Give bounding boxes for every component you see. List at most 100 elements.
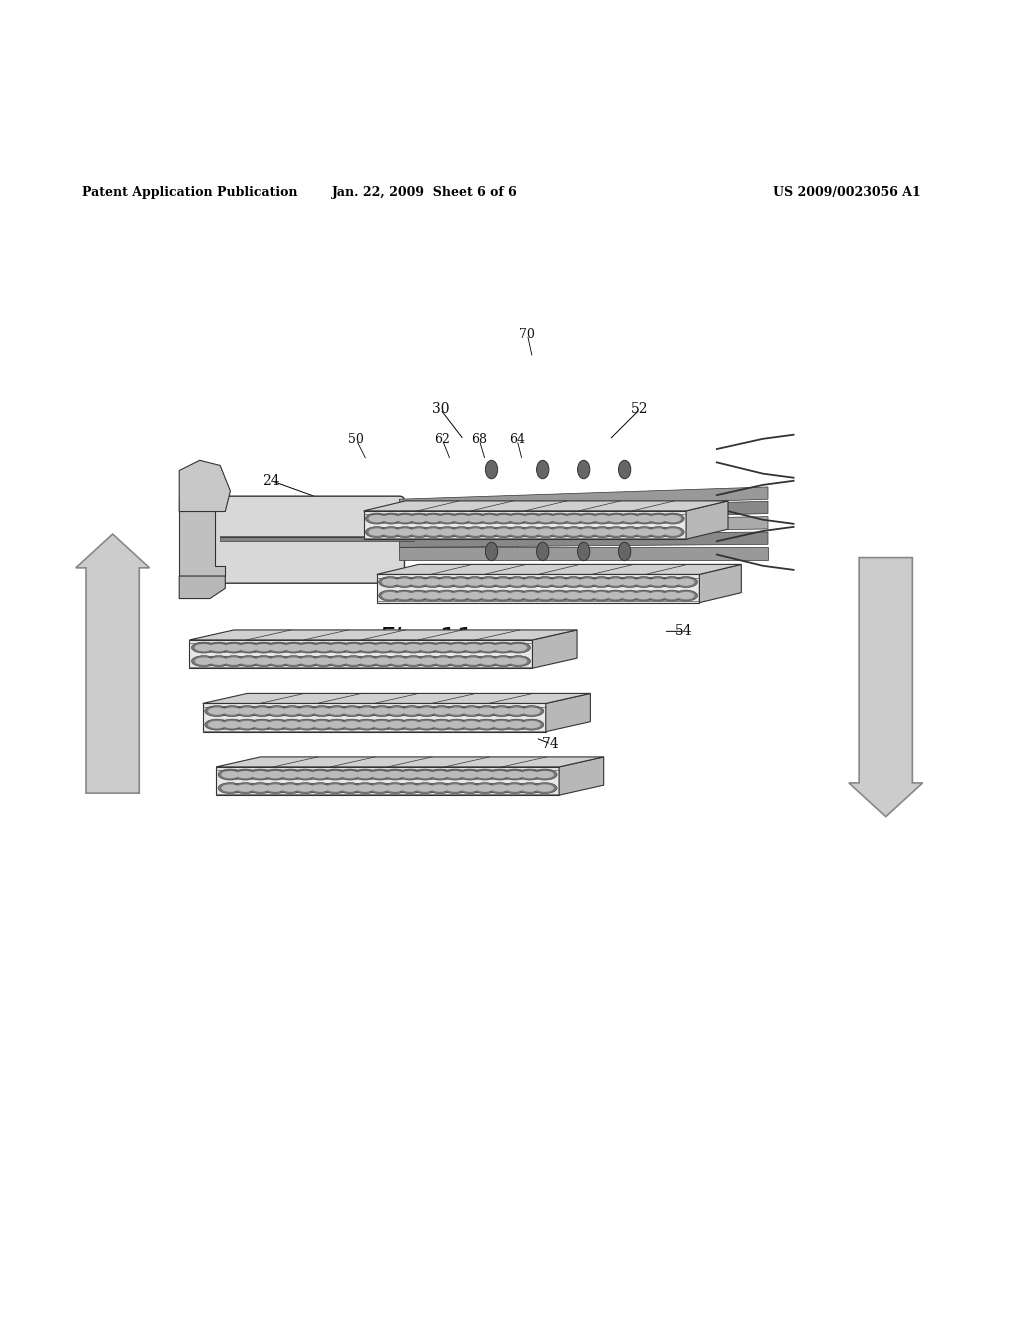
Ellipse shape (590, 590, 613, 601)
Ellipse shape (534, 577, 557, 587)
Ellipse shape (503, 783, 527, 793)
Ellipse shape (496, 528, 512, 536)
Ellipse shape (280, 719, 304, 730)
Ellipse shape (191, 656, 216, 667)
Text: Jan. 22, 2009  Sheet 6 of 6: Jan. 22, 2009 Sheet 6 of 6 (332, 186, 518, 199)
Ellipse shape (579, 591, 596, 599)
Ellipse shape (565, 515, 583, 523)
Ellipse shape (384, 719, 410, 730)
Ellipse shape (649, 591, 667, 599)
Ellipse shape (646, 590, 670, 601)
Ellipse shape (233, 783, 258, 793)
Ellipse shape (396, 578, 413, 586)
Polygon shape (364, 511, 686, 539)
Ellipse shape (311, 771, 330, 779)
Ellipse shape (506, 784, 524, 792)
Ellipse shape (509, 657, 527, 665)
Ellipse shape (330, 657, 347, 665)
Ellipse shape (551, 515, 568, 523)
Ellipse shape (450, 644, 467, 651)
Ellipse shape (458, 783, 482, 793)
Text: 54: 54 (675, 624, 693, 639)
Ellipse shape (418, 708, 436, 715)
Ellipse shape (487, 770, 512, 780)
Ellipse shape (453, 515, 470, 523)
Ellipse shape (326, 656, 351, 667)
Ellipse shape (296, 656, 321, 667)
Ellipse shape (622, 515, 639, 523)
Ellipse shape (410, 578, 427, 586)
Ellipse shape (402, 708, 421, 715)
Polygon shape (686, 500, 728, 539)
Ellipse shape (251, 642, 276, 653)
Text: 68: 68 (471, 433, 487, 446)
Ellipse shape (295, 706, 319, 717)
Ellipse shape (477, 721, 496, 729)
Ellipse shape (393, 577, 416, 587)
Ellipse shape (506, 527, 529, 537)
Ellipse shape (386, 642, 411, 653)
Ellipse shape (218, 783, 243, 793)
Ellipse shape (496, 515, 512, 523)
Ellipse shape (593, 591, 610, 599)
Ellipse shape (264, 719, 290, 730)
Ellipse shape (618, 513, 642, 524)
Polygon shape (203, 704, 546, 731)
Text: Patent Application Publication: Patent Application Publication (82, 186, 297, 199)
Ellipse shape (383, 515, 399, 523)
Ellipse shape (422, 527, 445, 537)
Ellipse shape (295, 719, 319, 730)
Ellipse shape (467, 528, 484, 536)
Ellipse shape (263, 770, 288, 780)
Ellipse shape (411, 515, 428, 523)
Ellipse shape (509, 528, 526, 536)
Ellipse shape (399, 719, 424, 730)
Ellipse shape (464, 657, 482, 665)
Ellipse shape (445, 642, 471, 653)
Ellipse shape (578, 543, 590, 561)
Ellipse shape (489, 719, 514, 730)
Ellipse shape (282, 771, 299, 779)
Ellipse shape (474, 706, 499, 717)
Ellipse shape (325, 706, 349, 717)
Polygon shape (699, 565, 741, 603)
Ellipse shape (253, 721, 271, 729)
Ellipse shape (375, 657, 392, 665)
Ellipse shape (517, 783, 542, 793)
Ellipse shape (248, 770, 272, 780)
Ellipse shape (237, 771, 255, 779)
Ellipse shape (635, 591, 652, 599)
Ellipse shape (299, 644, 317, 651)
Ellipse shape (251, 784, 269, 792)
Ellipse shape (383, 770, 408, 780)
Ellipse shape (478, 527, 502, 537)
Polygon shape (559, 756, 604, 795)
FancyArrow shape (849, 557, 923, 817)
Ellipse shape (594, 515, 610, 523)
Ellipse shape (312, 721, 331, 729)
Ellipse shape (268, 708, 286, 715)
Ellipse shape (439, 528, 456, 536)
Ellipse shape (293, 770, 317, 780)
Ellipse shape (479, 644, 498, 651)
Ellipse shape (388, 721, 406, 729)
Ellipse shape (401, 656, 426, 667)
Ellipse shape (523, 528, 541, 536)
Ellipse shape (461, 656, 485, 667)
Ellipse shape (352, 770, 378, 780)
Ellipse shape (326, 784, 344, 792)
Ellipse shape (224, 657, 243, 665)
Ellipse shape (357, 708, 376, 715)
Ellipse shape (396, 515, 414, 523)
Ellipse shape (495, 578, 512, 586)
Ellipse shape (532, 783, 557, 793)
Ellipse shape (507, 708, 525, 715)
Ellipse shape (432, 721, 451, 729)
Ellipse shape (356, 784, 374, 792)
Ellipse shape (418, 721, 436, 729)
Ellipse shape (548, 590, 570, 601)
Ellipse shape (649, 578, 667, 586)
Ellipse shape (450, 527, 473, 537)
Ellipse shape (604, 513, 628, 524)
Ellipse shape (509, 644, 527, 651)
